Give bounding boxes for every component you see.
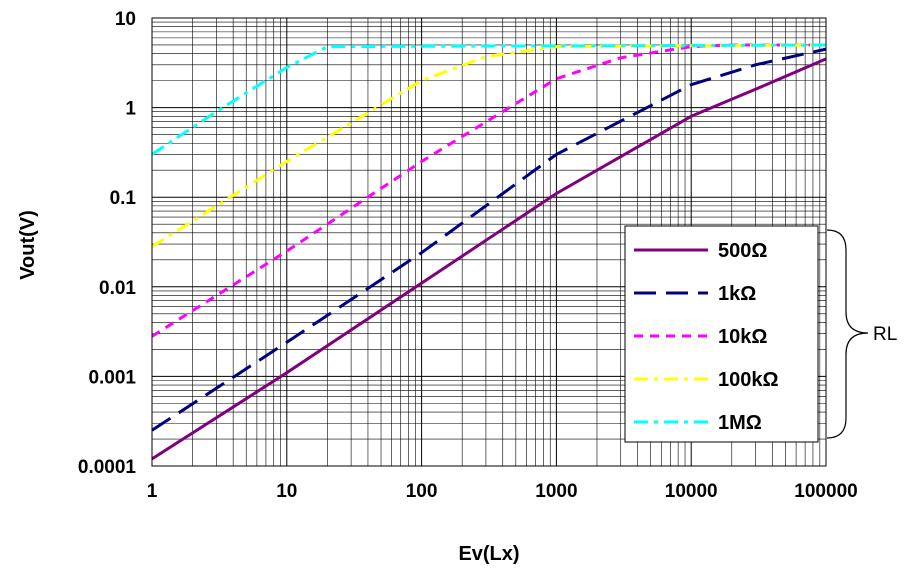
x-tick-label: 10 [276, 481, 297, 502]
series-layer [151, 43, 827, 461]
plot-frame [151, 17, 827, 467]
x-tick-label: 100000 [794, 481, 857, 502]
y-tick-label: 0.0001 [78, 457, 137, 478]
series-line-1 [151, 57, 827, 461]
legend-label: 100kΩ [718, 369, 779, 391]
y-axis-ticks: 10 1 0.1 0.01 0.001 0.0001 [78, 9, 137, 478]
y-tick-label: 10 [115, 9, 136, 30]
legend-group-label: RL [873, 324, 897, 345]
series-line-3 [151, 43, 826, 338]
x-tick-label: 1000 [535, 481, 577, 502]
series-line-4 [151, 43, 827, 248]
x-tick-label: 100 [406, 481, 438, 502]
x-axis-title: Ev(Lx) [458, 543, 519, 565]
y-tick-label: 0.001 [88, 367, 136, 388]
y-tick-label: 0.01 [99, 278, 136, 299]
legend-label: 1MΩ [718, 412, 762, 434]
x-axis-ticks: 1 10 100 1000 10000 100000 [147, 481, 858, 502]
legend-group-bracket: RL [826, 229, 897, 439]
x-tick-label: 1 [147, 481, 158, 502]
y-tick-label: 1 [125, 99, 136, 120]
legend-label: 1kΩ [718, 283, 756, 305]
y-axis-title: Vout(V) [17, 210, 39, 280]
x-tick-label: 10000 [665, 481, 718, 502]
legend: 500Ω 1kΩ 10kΩ 100kΩ 1MΩ [624, 225, 819, 443]
legend-box [624, 225, 819, 443]
y-tick-label: 0.1 [110, 188, 137, 209]
series-line-5 [151, 43, 827, 156]
legend-label: 10kΩ [718, 326, 767, 348]
legend-label: 500Ω [718, 240, 767, 262]
legend-group-brace [826, 229, 869, 439]
series-line-2 [151, 47, 827, 432]
